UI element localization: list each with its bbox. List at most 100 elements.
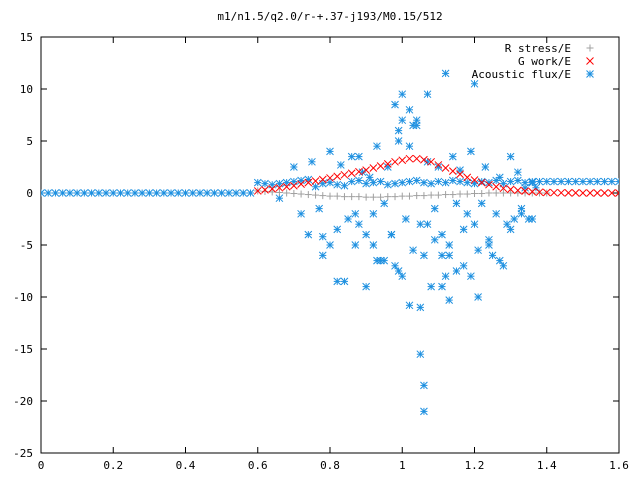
- data-point: [290, 181, 298, 190]
- data-point: [513, 186, 522, 195]
- data-point: [438, 230, 446, 239]
- series-1: [253, 154, 619, 197]
- data-point: [261, 187, 269, 195]
- data-point: [398, 90, 407, 99]
- data-point: [441, 178, 450, 187]
- data-point: [507, 189, 515, 197]
- data-point: [362, 166, 370, 174]
- data-point: [315, 204, 324, 213]
- data-point: [448, 167, 457, 176]
- data-point: [499, 184, 508, 193]
- x-tick-label: 0: [38, 459, 45, 472]
- y-tick-label: -20: [13, 395, 33, 408]
- data-point: [336, 161, 345, 169]
- data-point: [441, 272, 450, 281]
- data-point: [586, 177, 594, 186]
- data-point: [181, 189, 190, 197]
- data-point: [344, 215, 352, 223]
- data-point: [405, 301, 414, 310]
- data-point: [362, 230, 370, 239]
- data-point: [579, 177, 587, 186]
- data-point: [593, 177, 602, 186]
- data-point: [586, 189, 594, 197]
- data-point: [427, 191, 435, 199]
- data-point: [412, 121, 421, 130]
- data-point: [351, 241, 360, 249]
- data-point: [340, 181, 349, 190]
- data-point: [528, 178, 537, 187]
- data-point: [499, 261, 508, 270]
- data-point: [391, 179, 399, 188]
- data-point: [420, 192, 428, 200]
- data-point: [102, 189, 110, 197]
- data-point: [478, 190, 486, 198]
- data-point: [203, 189, 212, 197]
- data-point: [304, 230, 313, 239]
- data-point: [420, 251, 428, 260]
- data-point: [380, 256, 389, 265]
- data-point: [308, 157, 316, 166]
- data-point: [232, 189, 240, 197]
- data-point: [506, 152, 515, 161]
- data-point: [326, 174, 334, 182]
- data-point: [319, 192, 327, 200]
- y-tick-label: 5: [26, 135, 33, 148]
- data-point: [416, 350, 425, 359]
- data-point: [41, 189, 45, 197]
- data-point: [340, 170, 349, 179]
- data-point: [268, 184, 277, 193]
- y-tick-label: -10: [13, 291, 33, 304]
- data-point: [348, 193, 356, 201]
- data-point: [391, 193, 399, 201]
- data-point: [377, 193, 385, 201]
- data-point: [427, 157, 436, 166]
- data-point: [445, 296, 454, 304]
- data-point: [557, 188, 566, 197]
- data-point: [485, 180, 493, 189]
- data-point: [571, 177, 580, 186]
- data-point: [174, 189, 183, 197]
- data-point: [445, 241, 454, 249]
- data-point: [579, 189, 587, 197]
- data-point: [159, 189, 168, 197]
- data-point: [326, 192, 334, 200]
- data-point: [492, 209, 501, 218]
- x-tick-label: 1: [399, 459, 406, 472]
- data-point: [427, 179, 436, 188]
- data-point: [384, 193, 392, 201]
- data-point: [615, 189, 619, 197]
- data-point: [405, 177, 414, 186]
- data-point: [394, 267, 403, 275]
- data-point: [275, 183, 284, 192]
- data-point: [326, 147, 334, 156]
- data-point: [412, 176, 421, 185]
- data-point: [210, 189, 219, 197]
- data-point: [528, 189, 536, 197]
- data-point: [398, 156, 407, 165]
- data-point: [318, 179, 327, 188]
- data-point: [297, 190, 305, 198]
- data-point: [318, 175, 327, 184]
- data-point: [485, 241, 493, 249]
- data-point: [420, 407, 428, 416]
- data-point: [355, 167, 363, 176]
- data-point: [456, 177, 464, 186]
- data-point: [510, 215, 519, 223]
- data-point: [492, 189, 500, 197]
- data-point: [290, 177, 298, 186]
- data-point: [423, 157, 432, 166]
- data-point: [340, 277, 349, 286]
- data-point: [109, 189, 118, 197]
- data-point: [387, 230, 396, 239]
- data-point: [333, 192, 341, 200]
- data-point: [376, 177, 385, 186]
- data-point: [513, 168, 522, 177]
- x-tick-label: 0.6: [248, 459, 268, 472]
- data-point: [347, 177, 356, 186]
- data-point: [304, 191, 312, 199]
- data-point: [362, 193, 370, 201]
- data-point: [506, 225, 515, 234]
- y-tick-label: -15: [13, 343, 33, 356]
